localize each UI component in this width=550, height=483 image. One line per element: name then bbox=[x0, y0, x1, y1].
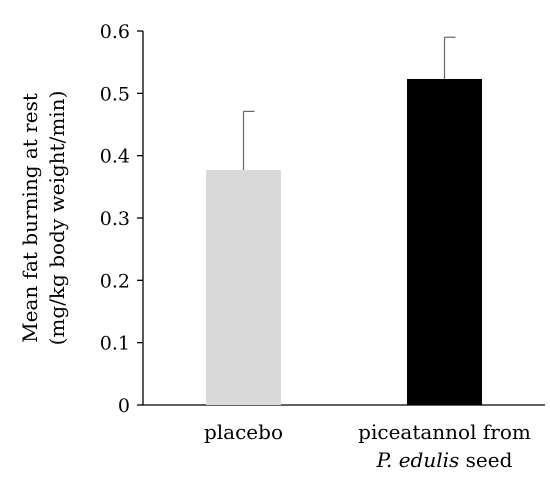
y-tick-label: 0.1 bbox=[100, 333, 130, 355]
y-tick-label: 0.5 bbox=[100, 83, 130, 105]
bars bbox=[206, 78, 482, 405]
y-tick-label: 0.4 bbox=[100, 146, 130, 168]
y-axis-label-line: (mg/kg body weight/min) bbox=[45, 91, 69, 346]
y-tick-label: 0.6 bbox=[100, 21, 130, 43]
bar-1 bbox=[407, 78, 482, 405]
y-axis-label: Mean fat burning at rest (mg/kg body weig… bbox=[18, 91, 69, 346]
x-category-label: piceatannol from bbox=[358, 420, 531, 444]
y-tick-label: 0.3 bbox=[100, 208, 130, 230]
y-tick-label: 0.2 bbox=[100, 270, 130, 292]
x-category-label: P. edulis seed bbox=[376, 448, 513, 472]
y-axis-label-line: Mean fat burning at rest bbox=[18, 93, 42, 343]
x-category-label: placebo bbox=[204, 420, 283, 444]
bar-0 bbox=[206, 170, 281, 405]
category-labels: placebo piceatannol from P. edulis seed bbox=[204, 420, 531, 472]
y-tick-label: 0 bbox=[118, 395, 130, 417]
error-bars bbox=[242, 36, 456, 171]
